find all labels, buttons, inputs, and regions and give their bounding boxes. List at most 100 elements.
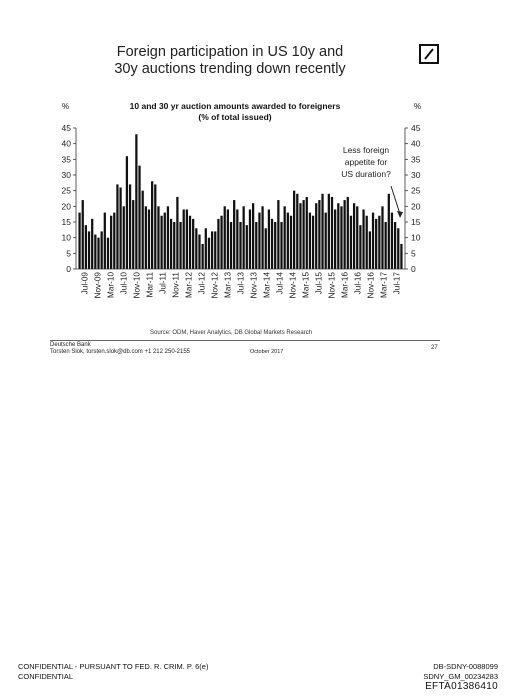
page-title: Foreign participation in US 10y and 30y … [60,44,400,78]
bar [166,206,170,269]
x-tick-label: Jul-17 [393,272,402,295]
y-axis-left: 0 5 10 15 20 25 30 35 40 45 [62,123,405,274]
bar [274,222,277,269]
bar [258,212,261,269]
bar [390,212,394,269]
bar [308,212,312,269]
bar [97,237,100,269]
bar [116,184,119,269]
chart-title-line1: 10 and 30 yr auction amounts awarded to … [129,101,341,111]
bar [132,200,135,269]
confidential-line1: CONFIDENTIAL - PURSUANT TO FED. R. CRIM.… [18,662,209,671]
bar [214,231,217,269]
bar [346,196,349,269]
x-tick-label: Nov-13 [250,272,259,299]
bar [318,200,321,269]
y-tick-label: 45 [62,123,72,133]
bar [315,203,318,269]
chart-title: 10 and 30 yr auction amounts awarded to … [90,101,380,123]
x-tick-label: Mar-11 [146,272,155,298]
y-tick-label: 5 [411,248,416,258]
y-tick-label: 30 [411,170,421,180]
bar [135,134,138,269]
bar [223,206,226,269]
confidential-line2: CONFIDENTIAL [18,672,74,681]
y-tick-label: 35 [411,154,421,164]
bar [362,209,365,269]
y-tick-label: 0 [411,264,416,274]
y-tick-label: 10 [62,233,72,243]
bar [248,209,252,269]
bar [122,206,125,269]
bar [128,184,132,269]
bar [296,193,299,269]
bar [330,196,334,269]
y-tick-label: 25 [62,186,72,196]
x-tick-label: Mar-10 [107,272,116,298]
bar [365,215,368,269]
y-unit-right: % [414,102,422,111]
bar [147,209,151,269]
x-tick-label: Mar-17 [380,272,389,298]
y-axis-right: 0 5 10 15 20 25 30 35 40 45 [404,123,421,274]
page-number: 27 [431,345,438,351]
bar [163,212,166,269]
bar [84,225,88,269]
bar [251,203,255,269]
annotation-text: appetite for [345,157,388,167]
bar [236,209,239,269]
annotation-text: US duration? [341,169,391,179]
bar [144,206,147,269]
bar [204,228,207,269]
footer-divider [50,340,440,341]
report-date: October 2017 [250,349,284,355]
bar [280,222,283,269]
bar [375,218,378,269]
bar [233,200,236,269]
annotation-arrow [390,185,401,215]
bates-2: SDNY_GM_00234283 [423,672,498,681]
chart-subtitle: (% of total issued) [198,112,272,122]
bar [226,209,230,269]
bar [182,209,185,269]
bar [106,237,110,269]
bar [368,231,371,269]
y-tick-label: 45 [411,123,421,133]
x-tick-label: Nov-16 [367,272,376,299]
x-tick-label: Nov-11 [172,272,181,298]
x-tick-label: Jul-13 [237,272,246,295]
bar [242,206,245,269]
bar [311,215,315,269]
x-tick-label: Nov-15 [328,272,337,299]
bar [239,222,242,269]
bates-3: EFTA01386410 [425,681,498,692]
bank-name: Deutsche Bank [50,342,91,348]
confidential-notice: CONFIDENTIAL - PURSUANT TO FED. R. CRIM.… [18,662,208,682]
bar [110,215,113,269]
bar [151,181,154,269]
bar [352,203,356,269]
bar [255,222,258,269]
bar [119,187,122,269]
x-axis-labels: Jul-09 Nov-09 Mar-10 Jul-10 Nov-10 Mar-11 Jul-… [81,272,402,299]
deutsche-bank-logo [419,44,439,64]
y-tick-label: 15 [411,217,421,227]
bar [356,206,359,269]
bar [94,234,97,269]
y-tick-label: 20 [411,201,421,211]
y-tick-label: 15 [62,217,72,227]
bar [400,243,403,269]
bar [340,206,343,269]
bar [302,200,305,269]
y-tick-label: 10 [411,233,421,243]
bar [103,212,106,269]
x-tick-label: Mar-15 [302,272,311,298]
bar [125,156,129,269]
bar [381,206,384,269]
bar [384,222,387,269]
bar [173,222,176,269]
x-tick-label: Jul-11 [159,272,168,294]
x-tick-label: Jul-16 [354,272,363,295]
bar [91,218,94,269]
bar [261,206,264,269]
